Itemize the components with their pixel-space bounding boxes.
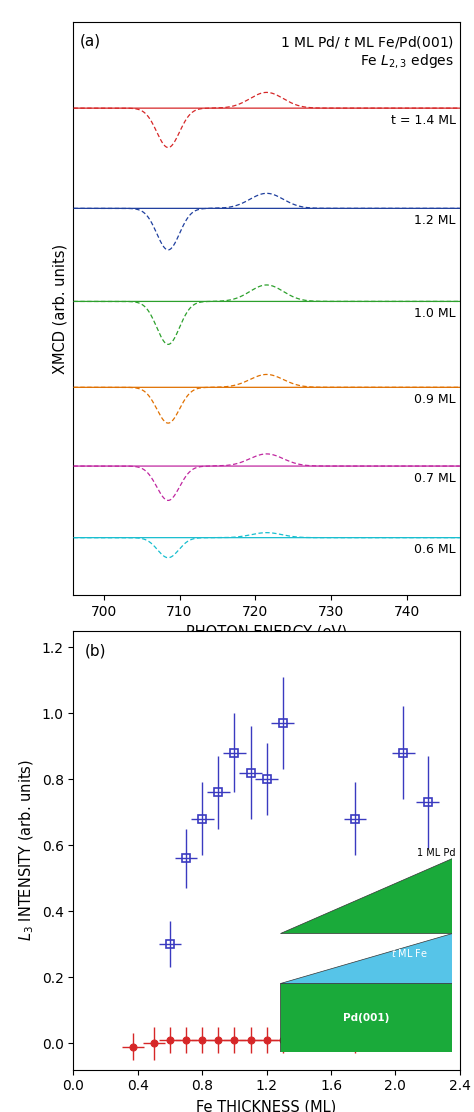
Y-axis label: $L_3$ INTENSITY (arb. units): $L_3$ INTENSITY (arb. units) [18, 759, 36, 941]
Text: (a): (a) [79, 33, 100, 49]
Text: 1 ML Pd/ $t$ ML Fe/Pd(001)
Fe $L_{2,3}$ edges: 1 ML Pd/ $t$ ML Fe/Pd(001) Fe $L_{2,3}$ … [280, 33, 454, 70]
Text: 0.7 ML: 0.7 ML [414, 471, 456, 485]
Text: 1.2 ML: 1.2 ML [414, 215, 456, 227]
Text: 0.9 ML: 0.9 ML [414, 393, 456, 406]
Y-axis label: XMCD (arb. units): XMCD (arb. units) [53, 244, 68, 374]
Text: (b): (b) [84, 644, 106, 658]
Text: t = 1.4 ML: t = 1.4 ML [391, 113, 456, 127]
Text: 1.0 ML: 1.0 ML [414, 307, 456, 320]
X-axis label: Fe THICKNESS (ML): Fe THICKNESS (ML) [197, 1099, 337, 1112]
Text: 0.6 ML: 0.6 ML [414, 544, 456, 556]
X-axis label: PHOTON ENERGY (eV): PHOTON ENERGY (eV) [186, 624, 347, 639]
